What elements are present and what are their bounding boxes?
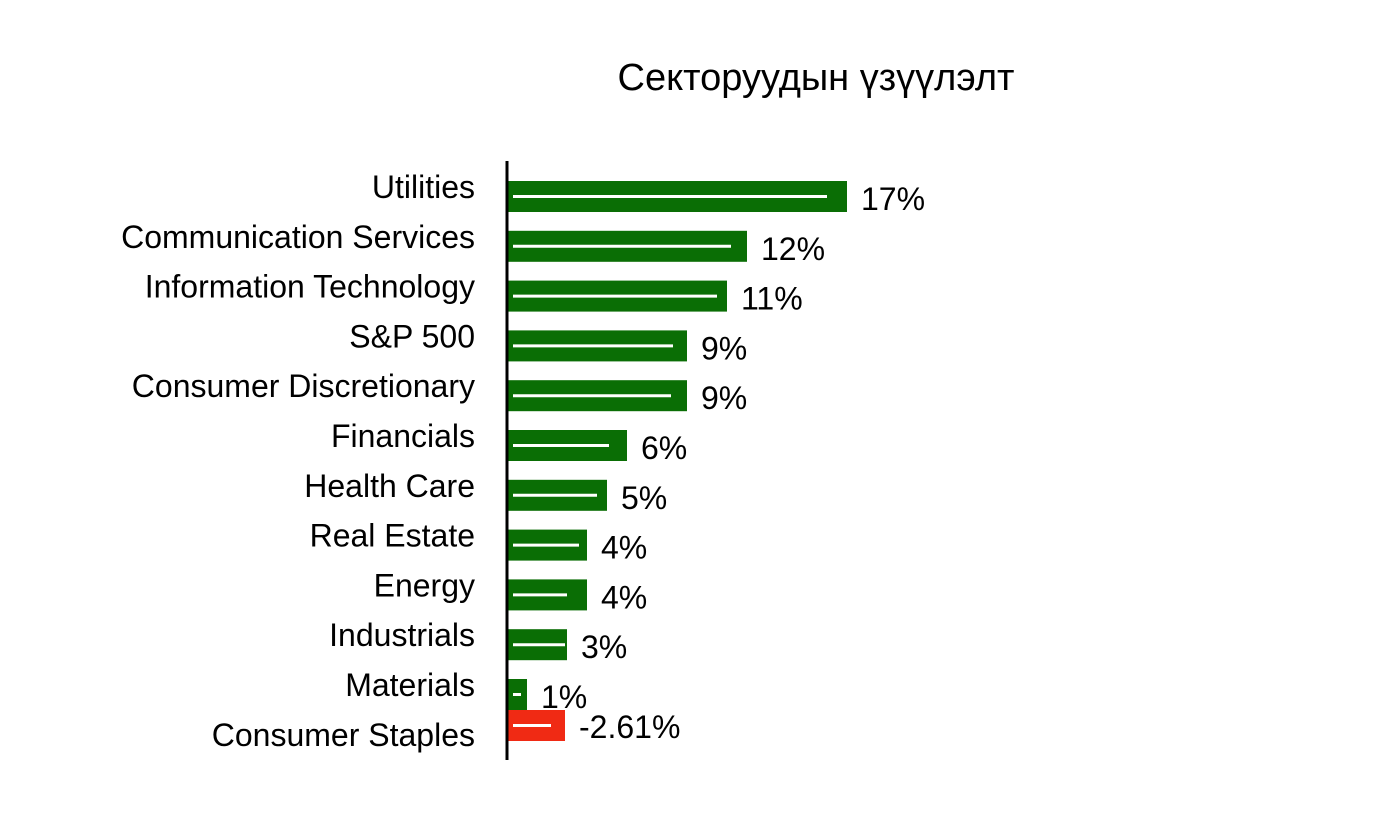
value-label-3: 9% [701,330,747,366]
category-label-7: Real Estate [310,518,475,554]
value-label-2: 11% [741,281,803,317]
category-label-4: Consumer Discretionary [132,368,475,404]
category-labels: Utilities Communication Services Informati… [121,169,475,753]
category-label-11: Consumer Staples [212,717,475,753]
value-label-8: 4% [601,579,647,615]
category-label-0: Utilities [372,169,475,205]
category-label-8: Energy [374,567,475,603]
value-label-4: 9% [701,380,747,416]
value-label-11: -2.61% [579,709,680,745]
value-label-5: 6% [641,430,687,466]
category-label-3: S&P 500 [349,318,475,354]
value-label-9: 3% [581,629,627,665]
category-label-10: Materials [345,667,475,703]
category-label-5: Financials [331,418,475,454]
value-label-10: 1% [541,679,587,715]
value-label-6: 5% [621,480,667,516]
category-label-1: Communication Services [121,219,475,255]
inner-lines-layer [513,195,827,727]
category-label-9: Industrials [329,617,475,653]
category-label-2: Information Technology [145,269,475,305]
value-label-0: 17% [861,181,925,217]
value-labels: 17% 12% 11% 9% 9% 6% 5% 4% 4% 3% 1%-2.61% [541,181,925,745]
category-label-6: Health Care [304,468,475,504]
chart-title: Секторуудын үзүүлэлт [618,57,1015,99]
value-label-1: 12% [761,231,825,267]
value-label-7: 4% [601,530,647,566]
